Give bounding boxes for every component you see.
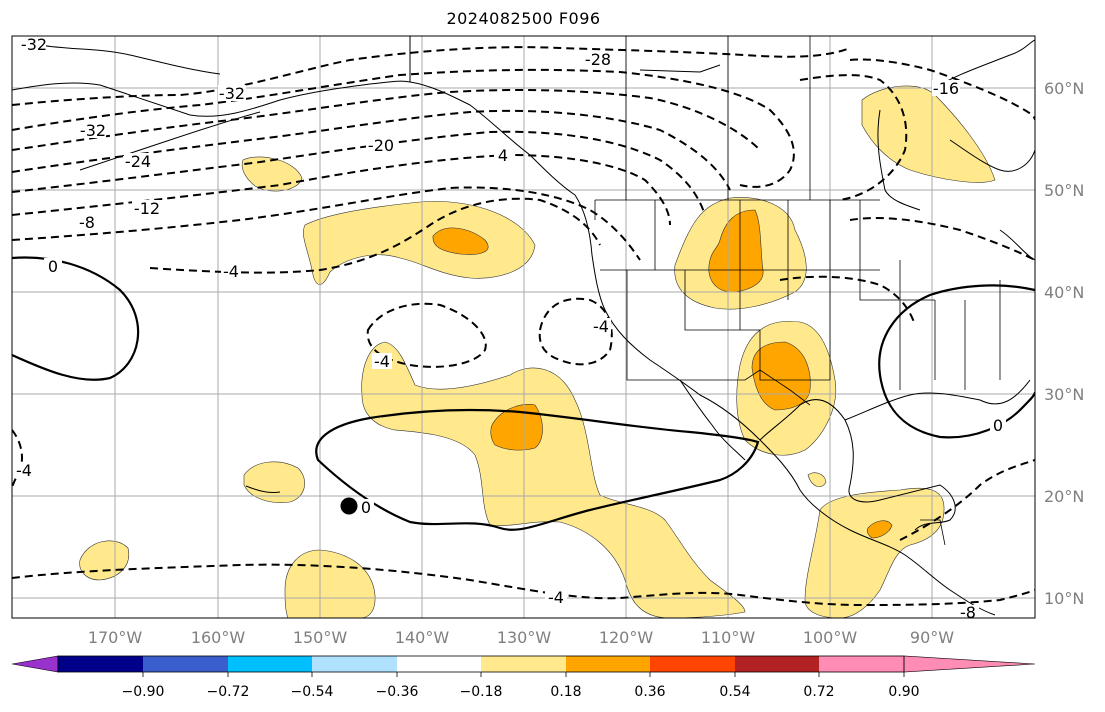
political-borders	[594, 36, 1001, 546]
contour-label: -8	[79, 213, 95, 232]
colorbar-tick-label: −0.90	[122, 684, 165, 700]
colorbar-tick-label: 0.36	[634, 684, 665, 700]
map-frame	[11, 35, 1036, 619]
contour-label: 0	[48, 257, 58, 276]
lat-label: 60°N	[1044, 79, 1084, 98]
contour-label-group: -32 -32 -32 -28 -24 -20 -16 -12 -8 -8 -4…	[14, 35, 1006, 622]
contours-negative	[12, 46, 1035, 607]
contour-label: -28	[585, 50, 611, 69]
contour-label: -4	[223, 262, 239, 281]
lon-label: 160°W	[191, 628, 246, 647]
colorbar-bin	[397, 656, 481, 672]
longitude-labels: 170°W 160°W 150°W 140°W 130°W 120°W 110°…	[88, 628, 954, 647]
colorbar-bin	[143, 656, 228, 672]
colorbar-tick-label: 0.72	[803, 684, 834, 700]
colorbar-tick-label: 0.18	[550, 684, 581, 700]
contours-zero	[12, 256, 1035, 531]
lon-label: 100°W	[803, 628, 858, 647]
contour-label: 0	[361, 498, 371, 517]
colorbar-extend-high	[903, 655, 1036, 673]
colorbar-tick-label: −0.18	[460, 684, 503, 700]
contour-label: -4	[593, 317, 609, 336]
lon-label: 150°W	[293, 628, 348, 647]
contour-label: -8	[960, 603, 976, 622]
contour-label: -32	[21, 35, 47, 54]
lat-label: 40°N	[1044, 283, 1084, 302]
lat-label: 10°N	[1044, 589, 1084, 608]
colorbar: −0.90 −0.72 −0.54 −0.36 −0.18 0.18 0.36 …	[11, 655, 1036, 700]
contour-label: -4	[16, 461, 32, 480]
colorbar-tick-label: −0.72	[207, 684, 250, 700]
lon-label: 140°W	[395, 628, 450, 647]
lat-label: 50°N	[1044, 181, 1084, 200]
colorbar-extend-low	[11, 655, 59, 673]
contour-label: 0	[993, 416, 1003, 435]
contour-label: -12	[134, 199, 160, 218]
contour-label: -16	[933, 79, 959, 98]
colorbar-tick-label: 0.54	[719, 684, 750, 700]
colorbar-bin	[481, 656, 566, 672]
map-title: 2024082500 F096	[446, 9, 601, 28]
contour-label: -4	[374, 352, 390, 371]
lon-label: 130°W	[497, 628, 552, 647]
contour-label: -4	[548, 588, 564, 607]
contour-label: -32	[80, 121, 106, 140]
colorbar-bin	[566, 656, 650, 672]
colorbar-bin	[650, 656, 735, 672]
colorbar-bin	[735, 656, 819, 672]
lon-label: 170°W	[88, 628, 143, 647]
station-marker	[340, 497, 358, 515]
contour-label: -32	[219, 84, 245, 103]
colorbar-tick-label: −0.54	[291, 684, 334, 700]
contour-label: 4	[498, 146, 508, 165]
lat-label: 20°N	[1044, 487, 1084, 506]
shading-layer-054	[432, 209, 893, 539]
lon-label: 110°W	[701, 628, 756, 647]
contour-label: -24	[125, 152, 151, 171]
colorbar-tick-label: 0.90	[888, 684, 919, 700]
colorbar-bin	[312, 656, 397, 672]
colorbar-bin	[58, 656, 143, 672]
lon-label: 120°W	[599, 628, 654, 647]
contour-label: -20	[368, 136, 394, 155]
lon-label: 90°W	[910, 628, 954, 647]
graticule	[12, 36, 1035, 618]
colorbar-tick-label: −0.36	[376, 684, 419, 700]
lat-label: 30°N	[1044, 385, 1084, 404]
colorbar-bin	[819, 656, 904, 672]
latitude-labels: 60°N 50°N 40°N 30°N 20°N 10°N	[1044, 79, 1084, 608]
colorbar-bin	[228, 656, 312, 672]
